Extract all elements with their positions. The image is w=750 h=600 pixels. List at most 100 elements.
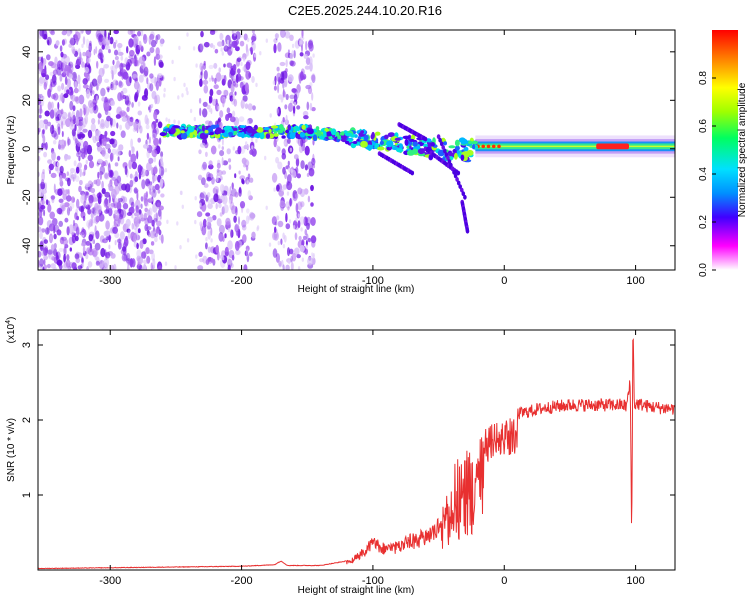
- spectrogram-noise-blob: [207, 199, 211, 204]
- spectrogram-noise-blob: [41, 178, 45, 185]
- spectrogram-noise-blob: [272, 248, 278, 258]
- spectrogram-noise-blob: [79, 168, 82, 178]
- spectrogram-noise-blob: [164, 261, 168, 266]
- spectrogram-noise-blob: [38, 250, 42, 258]
- spectrogram-noise-blob: [103, 257, 110, 268]
- spectrogram-noise-blob: [211, 177, 215, 185]
- spectrogram-noise-blob: [230, 47, 234, 52]
- spectrogram-noise-blob: [246, 208, 250, 214]
- spectrogram-trace-blob: [402, 135, 411, 140]
- spectrogram-noise-blob: [102, 137, 107, 147]
- spectrogram-noise-blob: [107, 148, 112, 154]
- spectrogram-noise-blob: [143, 263, 147, 270]
- spectrogram-noise-blob: [56, 66, 62, 76]
- spectrogram-noise-blob: [59, 175, 63, 183]
- spectrogram-tail-blob: [456, 180, 461, 186]
- spectrogram-noise-blob: [151, 149, 158, 158]
- spectrogram-noise-blob: [39, 231, 43, 240]
- spectrogram-trace-blob: [281, 135, 286, 139]
- spectrogram-noise-blob: [97, 112, 102, 119]
- spectrogram-noise-blob: [300, 138, 304, 147]
- spectrogram-noise-blob: [124, 122, 130, 129]
- spectrogram-noise-blob: [58, 198, 64, 203]
- spectrogram-noise-blob: [78, 119, 84, 127]
- spectrogram-noise-blob: [148, 136, 151, 144]
- spectrogram-noise-blob: [75, 227, 80, 237]
- spectrogram-noise-blob: [50, 172, 57, 179]
- spectrogram-trace-blob: [406, 150, 415, 156]
- spectrogram-noise-blob: [215, 72, 222, 82]
- spectrogram-noise-blob: [289, 60, 294, 66]
- spectrogram-noise-blob: [138, 74, 144, 83]
- spectrogram-noise-blob: [199, 258, 205, 263]
- spectrogram-noise-blob: [131, 222, 134, 230]
- spectrogram-noise-blob: [239, 40, 245, 47]
- spectrogram-trace-blob: [187, 125, 195, 133]
- spectrogram-noise-blob: [58, 220, 63, 227]
- spectrogram-trace-blob: [256, 126, 264, 133]
- spectrogram-noise-blob: [203, 41, 210, 48]
- spectrogram-noise-blob: [303, 115, 309, 120]
- spectrogram-noise-blob: [148, 249, 154, 255]
- snr-marks: [38, 338, 675, 570]
- spectrogram-noise-blob: [110, 65, 114, 71]
- spectrogram-noise-blob: [121, 117, 128, 122]
- spectrogram-noise-blob: [287, 206, 290, 211]
- spectrogram-noise-blob: [81, 43, 84, 48]
- spectrogram-noise-blob: [66, 89, 70, 95]
- spectrogram-noise-blob: [223, 204, 229, 214]
- spectrogram-noise-blob: [136, 249, 142, 258]
- spectrogram-noise-blob: [46, 54, 51, 61]
- colorbar-tick-label: 0.8: [698, 71, 709, 85]
- spectrogram-noise-blob: [97, 158, 103, 164]
- spectrogram-noise-blob: [289, 198, 292, 207]
- snr-x-tick-label: -200: [231, 575, 253, 587]
- spectrogram-noise-blob: [138, 213, 145, 221]
- spectrogram-noise-blob: [150, 31, 155, 40]
- spectrogram-noise-blob: [77, 142, 82, 147]
- spectrogram-noise-blob: [42, 169, 45, 175]
- spectrogram-noise-blob: [243, 33, 248, 41]
- spectrogram-noise-blob: [288, 102, 293, 112]
- spectrogram-noise-blob: [177, 120, 180, 125]
- spectrogram-noise-blob: [225, 251, 229, 256]
- spectrogram-noise-blob: [66, 30, 71, 37]
- spectrogram-noise-blob: [234, 240, 240, 251]
- spectrogram-noise-blob: [222, 196, 225, 201]
- spectrogram-noise-blob: [47, 203, 52, 213]
- spectrogram-noise-blob: [208, 64, 214, 70]
- spectrogram-noise-blob: [209, 30, 216, 35]
- spectrogram-noise-blob: [166, 219, 169, 224]
- spectrogram-noise-blob: [137, 228, 141, 234]
- spectrogram-noise-blob: [82, 215, 86, 221]
- spectrogram-noise-blob: [146, 150, 150, 159]
- spectrogram-noise-blob: [226, 62, 233, 68]
- spectrogram-noise-blob: [304, 164, 308, 171]
- spectrogram-noise-blob: [63, 253, 66, 263]
- spectrogram-noise-blob: [205, 237, 208, 242]
- spectrogram-trace-blob: [306, 128, 314, 135]
- spectrogram-noise-blob: [38, 119, 45, 129]
- spectrogram-trace-blob: [454, 145, 460, 151]
- spectrogram-noise-blob: [231, 182, 234, 190]
- spectrogram-trace-blob: [239, 125, 246, 129]
- spectrogram-noise-blob: [303, 53, 308, 59]
- spectrogram-noise-blob: [205, 151, 208, 157]
- spectrogram-noise-blob: [311, 157, 316, 166]
- spectrogram-noise-blob: [306, 101, 310, 111]
- spectrogram-noise-blob: [109, 203, 114, 209]
- spectrogram-noise-blob: [195, 63, 198, 68]
- spectrogram-trace-blob: [330, 128, 337, 136]
- spectrogram-noise-blob: [307, 256, 313, 266]
- spectrogram-noise-blob: [65, 259, 71, 268]
- spectrogram-noise-blob: [280, 238, 283, 245]
- spectrogram-noise-blob: [201, 177, 206, 186]
- spectrogram-trace-blob: [240, 131, 245, 139]
- spectrogram-noise-blob: [282, 90, 287, 98]
- spectrogram-noise-blob: [214, 48, 219, 54]
- spectrogram-noise-blob: [205, 120, 211, 125]
- spectrogram-noise-blob: [152, 174, 155, 184]
- spectrogram-noise-blob: [97, 204, 102, 214]
- colorbar-tick-label: 0.0: [698, 263, 709, 277]
- spectrogram-tail-blob: [441, 145, 446, 150]
